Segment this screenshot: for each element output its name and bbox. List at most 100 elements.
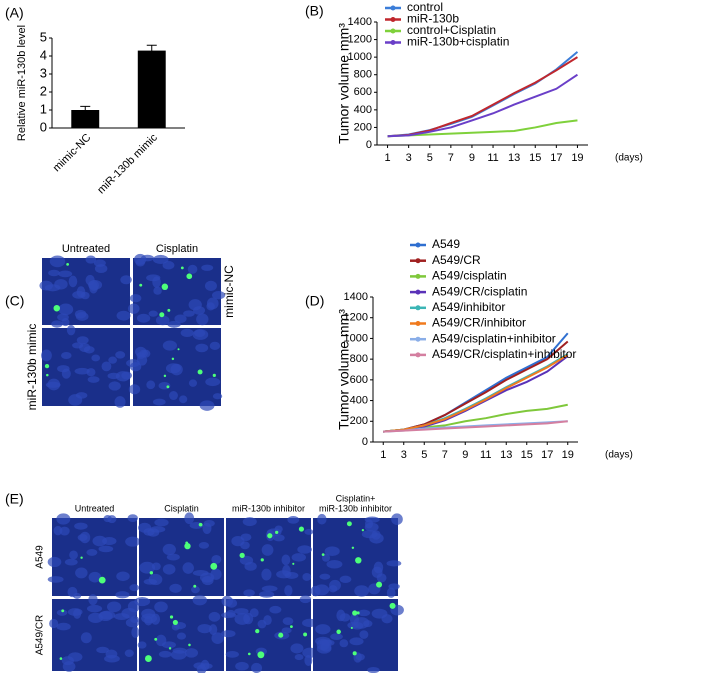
- nucleus: [72, 291, 86, 299]
- x-tick-label: 7: [448, 152, 454, 164]
- apoptotic-cell: [260, 558, 264, 562]
- nucleus: [47, 378, 61, 391]
- nucleus: [125, 618, 140, 628]
- y-tick-label: 200: [354, 121, 372, 133]
- nucleus: [120, 275, 132, 285]
- x-tick-label: 3: [401, 449, 407, 461]
- legend-marker: [415, 242, 421, 248]
- column-label: Cisplatin+: [336, 493, 376, 503]
- nucleus: [107, 515, 117, 524]
- nucleus: [115, 591, 130, 599]
- nucleus: [261, 544, 274, 556]
- nucleus: [72, 592, 82, 599]
- y-tick-label: 800: [354, 69, 372, 81]
- y-tick-label: 2: [40, 83, 47, 98]
- apoptotic-cell: [255, 629, 260, 634]
- nucleus: [199, 400, 215, 411]
- nucleus: [89, 281, 98, 294]
- nucleus: [273, 534, 285, 542]
- nucleus: [326, 559, 343, 569]
- x-tick-label: 11: [487, 152, 498, 164]
- nucleus: [287, 516, 300, 524]
- apoptotic-cell: [98, 576, 106, 584]
- nucleus: [192, 594, 207, 606]
- row-label: miR-130b mimic: [25, 324, 39, 411]
- nucleus: [294, 654, 304, 661]
- nucleus: [212, 393, 223, 400]
- apoptotic-cell: [44, 363, 50, 369]
- apoptotic-cell: [59, 657, 63, 660]
- x-tick-label: 5: [421, 449, 427, 461]
- nucleus: [193, 306, 206, 315]
- nucleus: [179, 395, 188, 404]
- nucleus: [328, 585, 338, 593]
- nucleus: [261, 585, 278, 592]
- apoptotic-cell: [389, 602, 396, 609]
- nucleus: [171, 623, 180, 631]
- panel-label: (E): [5, 491, 24, 507]
- nucleus: [139, 561, 156, 574]
- nucleus: [148, 310, 158, 317]
- apoptotic-cell: [154, 637, 158, 641]
- nucleus: [357, 609, 371, 617]
- nucleus: [53, 525, 63, 536]
- x-tick-label: 15: [521, 449, 533, 461]
- apoptotic-cell: [161, 283, 169, 291]
- nucleus: [58, 270, 73, 278]
- nucleus: [39, 280, 53, 291]
- nucleus: [290, 643, 304, 654]
- nucleus: [276, 570, 292, 579]
- nucleus: [166, 553, 180, 561]
- apoptotic-cell: [346, 521, 352, 527]
- nucleus: [234, 608, 249, 615]
- y-tick-label: 0: [362, 436, 368, 448]
- nucleus: [251, 662, 263, 673]
- nucleus: [74, 522, 88, 530]
- nucleus: [363, 620, 373, 628]
- nucleus: [61, 318, 70, 327]
- x-tick-label: 1: [384, 152, 390, 164]
- nucleus: [371, 566, 383, 578]
- x-axis-label: (days): [605, 450, 633, 461]
- nucleus: [98, 545, 114, 553]
- nucleus: [381, 614, 393, 624]
- nucleus: [192, 329, 209, 340]
- nucleus: [371, 530, 381, 540]
- nucleus: [41, 349, 52, 362]
- nucleus: [206, 302, 215, 311]
- y-tick-label: 400: [350, 394, 368, 406]
- nucleus: [317, 513, 327, 525]
- apoptotic-cell: [166, 385, 170, 389]
- nucleus: [151, 562, 161, 571]
- y-tick-label: 0: [366, 139, 372, 151]
- nucleus: [199, 572, 215, 583]
- nucleus: [129, 584, 140, 592]
- x-tick-label: 9: [469, 152, 475, 164]
- nucleus: [297, 545, 312, 554]
- apoptotic-cell: [80, 556, 83, 559]
- apoptotic-cell: [159, 312, 165, 318]
- series-line: [387, 119, 578, 138]
- nucleus: [386, 560, 402, 567]
- x-tick-label: 17: [541, 449, 553, 461]
- nucleus: [195, 343, 209, 353]
- apoptotic-cell: [180, 266, 184, 270]
- apoptotic-cell: [278, 632, 284, 638]
- nucleus: [69, 550, 78, 560]
- nucleus: [172, 647, 187, 654]
- nucleus: [191, 586, 200, 594]
- nucleus: [76, 336, 89, 345]
- nucleus: [57, 365, 70, 373]
- panel-label: (A): [5, 5, 24, 21]
- legend-marker: [415, 352, 421, 358]
- nucleus: [221, 612, 237, 619]
- nucleus: [167, 320, 181, 328]
- nucleus: [48, 269, 60, 277]
- nucleus: [129, 294, 142, 303]
- nucleus: [203, 520, 215, 527]
- nucleus: [364, 516, 380, 523]
- x-tick-label: 15: [529, 152, 541, 164]
- nucleus: [242, 517, 257, 527]
- apoptotic-cell: [46, 373, 49, 377]
- nucleus: [211, 554, 222, 564]
